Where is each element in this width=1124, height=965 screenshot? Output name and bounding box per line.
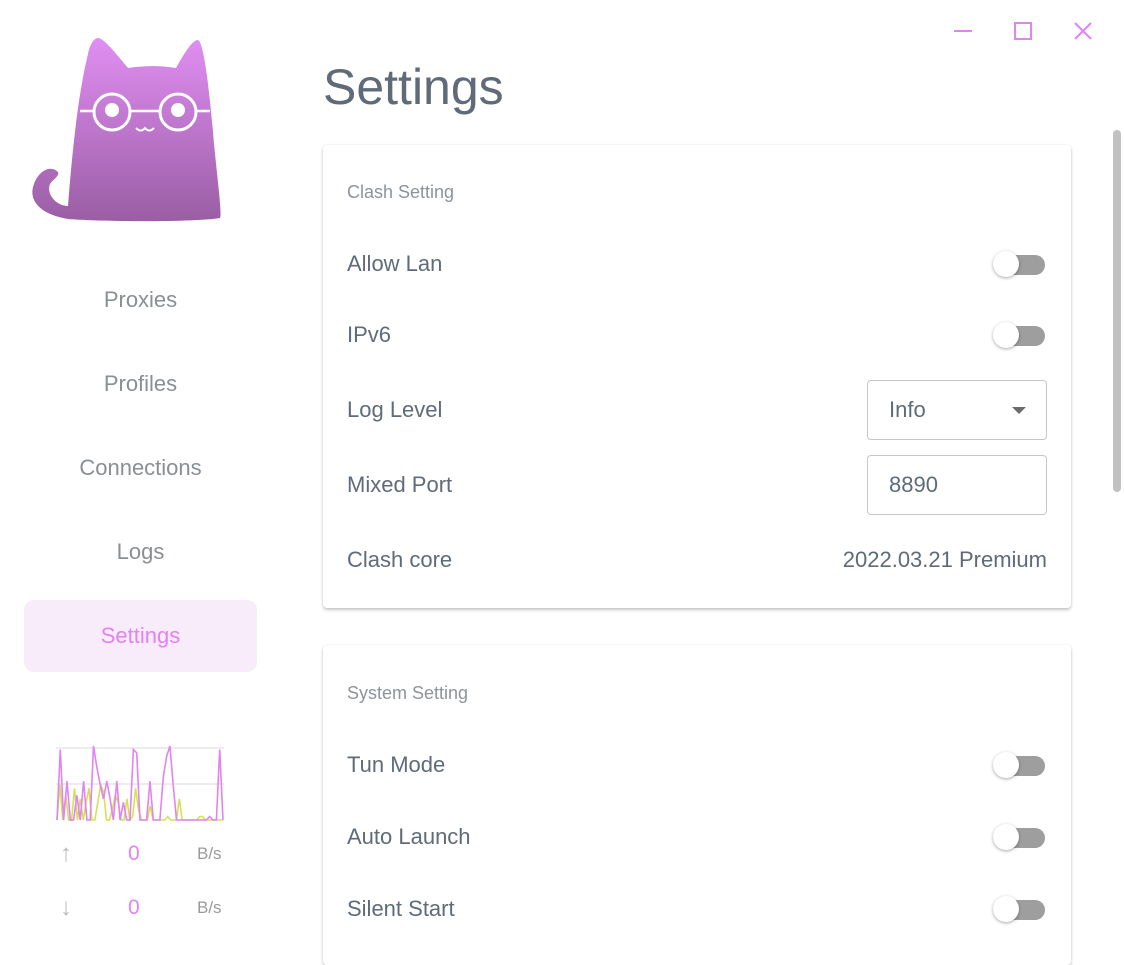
mixed-port-row: Mixed Port 8890 xyxy=(347,455,1047,515)
row-label: Clash core xyxy=(347,547,453,572)
download-value: 0 xyxy=(128,896,140,919)
sidebar-item-label: Profiles xyxy=(103,371,178,396)
select-value: Info xyxy=(889,397,926,422)
download-unit: B/s xyxy=(197,898,222,917)
mixed-port-input[interactable]: 8890 xyxy=(867,455,1047,515)
sidebar-item-label: Settings xyxy=(100,623,181,648)
page-title: Settings xyxy=(323,59,504,115)
tun-mode-switch[interactable] xyxy=(991,752,1047,778)
clash-core-row: Clash core 2022.03.21 Premium xyxy=(347,540,1047,580)
close-button[interactable] xyxy=(1068,16,1098,46)
sidebar-item-logs[interactable]: Logs xyxy=(24,516,257,588)
log-level-row: Log Level Info xyxy=(347,380,1047,440)
sidebar-item-proxies[interactable]: Proxies xyxy=(24,264,257,336)
silent-start-row: Silent Start xyxy=(347,889,1047,929)
tun-mode-row: Tun Mode xyxy=(347,745,1047,785)
minimize-icon xyxy=(954,30,972,32)
upload-value: 0 xyxy=(128,842,140,865)
clash-core-version: 2022.03.21 Premium xyxy=(842,547,1047,572)
row-label: Auto Launch xyxy=(347,824,471,849)
row-label: Tun Mode xyxy=(347,752,446,777)
arrow-down-icon: ↓ xyxy=(60,894,72,921)
scrollbar[interactable] xyxy=(1113,130,1121,492)
upload-speed: ↑ 0 B/s xyxy=(60,839,230,869)
sidebar-item-settings[interactable]: Settings xyxy=(24,600,257,672)
upload-unit: B/s xyxy=(197,844,222,863)
download-series-line xyxy=(56,745,224,821)
row-label: Allow Lan xyxy=(347,251,443,276)
maximize-button[interactable] xyxy=(1008,16,1038,46)
row-label: IPv6 xyxy=(347,322,392,347)
download-speed: ↓ 0 B/s xyxy=(60,893,230,923)
caret-down-icon xyxy=(1012,407,1026,414)
clash-verge-cat-logo xyxy=(32,38,221,222)
sidebar-item-label: Connections xyxy=(79,455,202,480)
close-icon xyxy=(1074,22,1092,40)
ipv6-row: IPv6 xyxy=(347,315,1047,355)
auto-launch-switch[interactable] xyxy=(991,824,1047,850)
system-setting-card: System Setting Tun Mode Auto Launch Sile… xyxy=(323,645,1071,965)
card-header: System Setting xyxy=(347,683,469,703)
sidebar: Proxies Profiles Connections Logs Settin… xyxy=(0,0,280,937)
sidebar-item-label: Proxies xyxy=(103,287,178,312)
ipv6-switch[interactable] xyxy=(991,322,1047,348)
row-label: Mixed Port xyxy=(347,472,453,497)
sidebar-item-profiles[interactable]: Profiles xyxy=(24,348,257,420)
log-level-select[interactable]: Info xyxy=(867,380,1047,440)
minimize-button[interactable] xyxy=(948,16,978,46)
maximize-icon xyxy=(1014,22,1032,40)
row-label: Log Level xyxy=(347,397,443,422)
row-label: Silent Start xyxy=(347,896,455,921)
input-value: 8890 xyxy=(889,472,938,497)
traffic-graph xyxy=(56,745,224,822)
card-header: Clash Setting xyxy=(347,182,455,202)
arrow-up-icon: ↑ xyxy=(60,840,72,867)
clash-setting-card: Clash Setting Allow Lan IPv6 Log Level I… xyxy=(323,145,1071,608)
allow-lan-row: Allow Lan xyxy=(347,244,1047,284)
auto-launch-row: Auto Launch xyxy=(347,817,1047,857)
sidebar-item-connections[interactable]: Connections xyxy=(24,432,257,504)
sidebar-item-label: Logs xyxy=(116,539,165,564)
allow-lan-switch[interactable] xyxy=(991,251,1047,277)
silent-start-switch[interactable] xyxy=(991,896,1047,922)
